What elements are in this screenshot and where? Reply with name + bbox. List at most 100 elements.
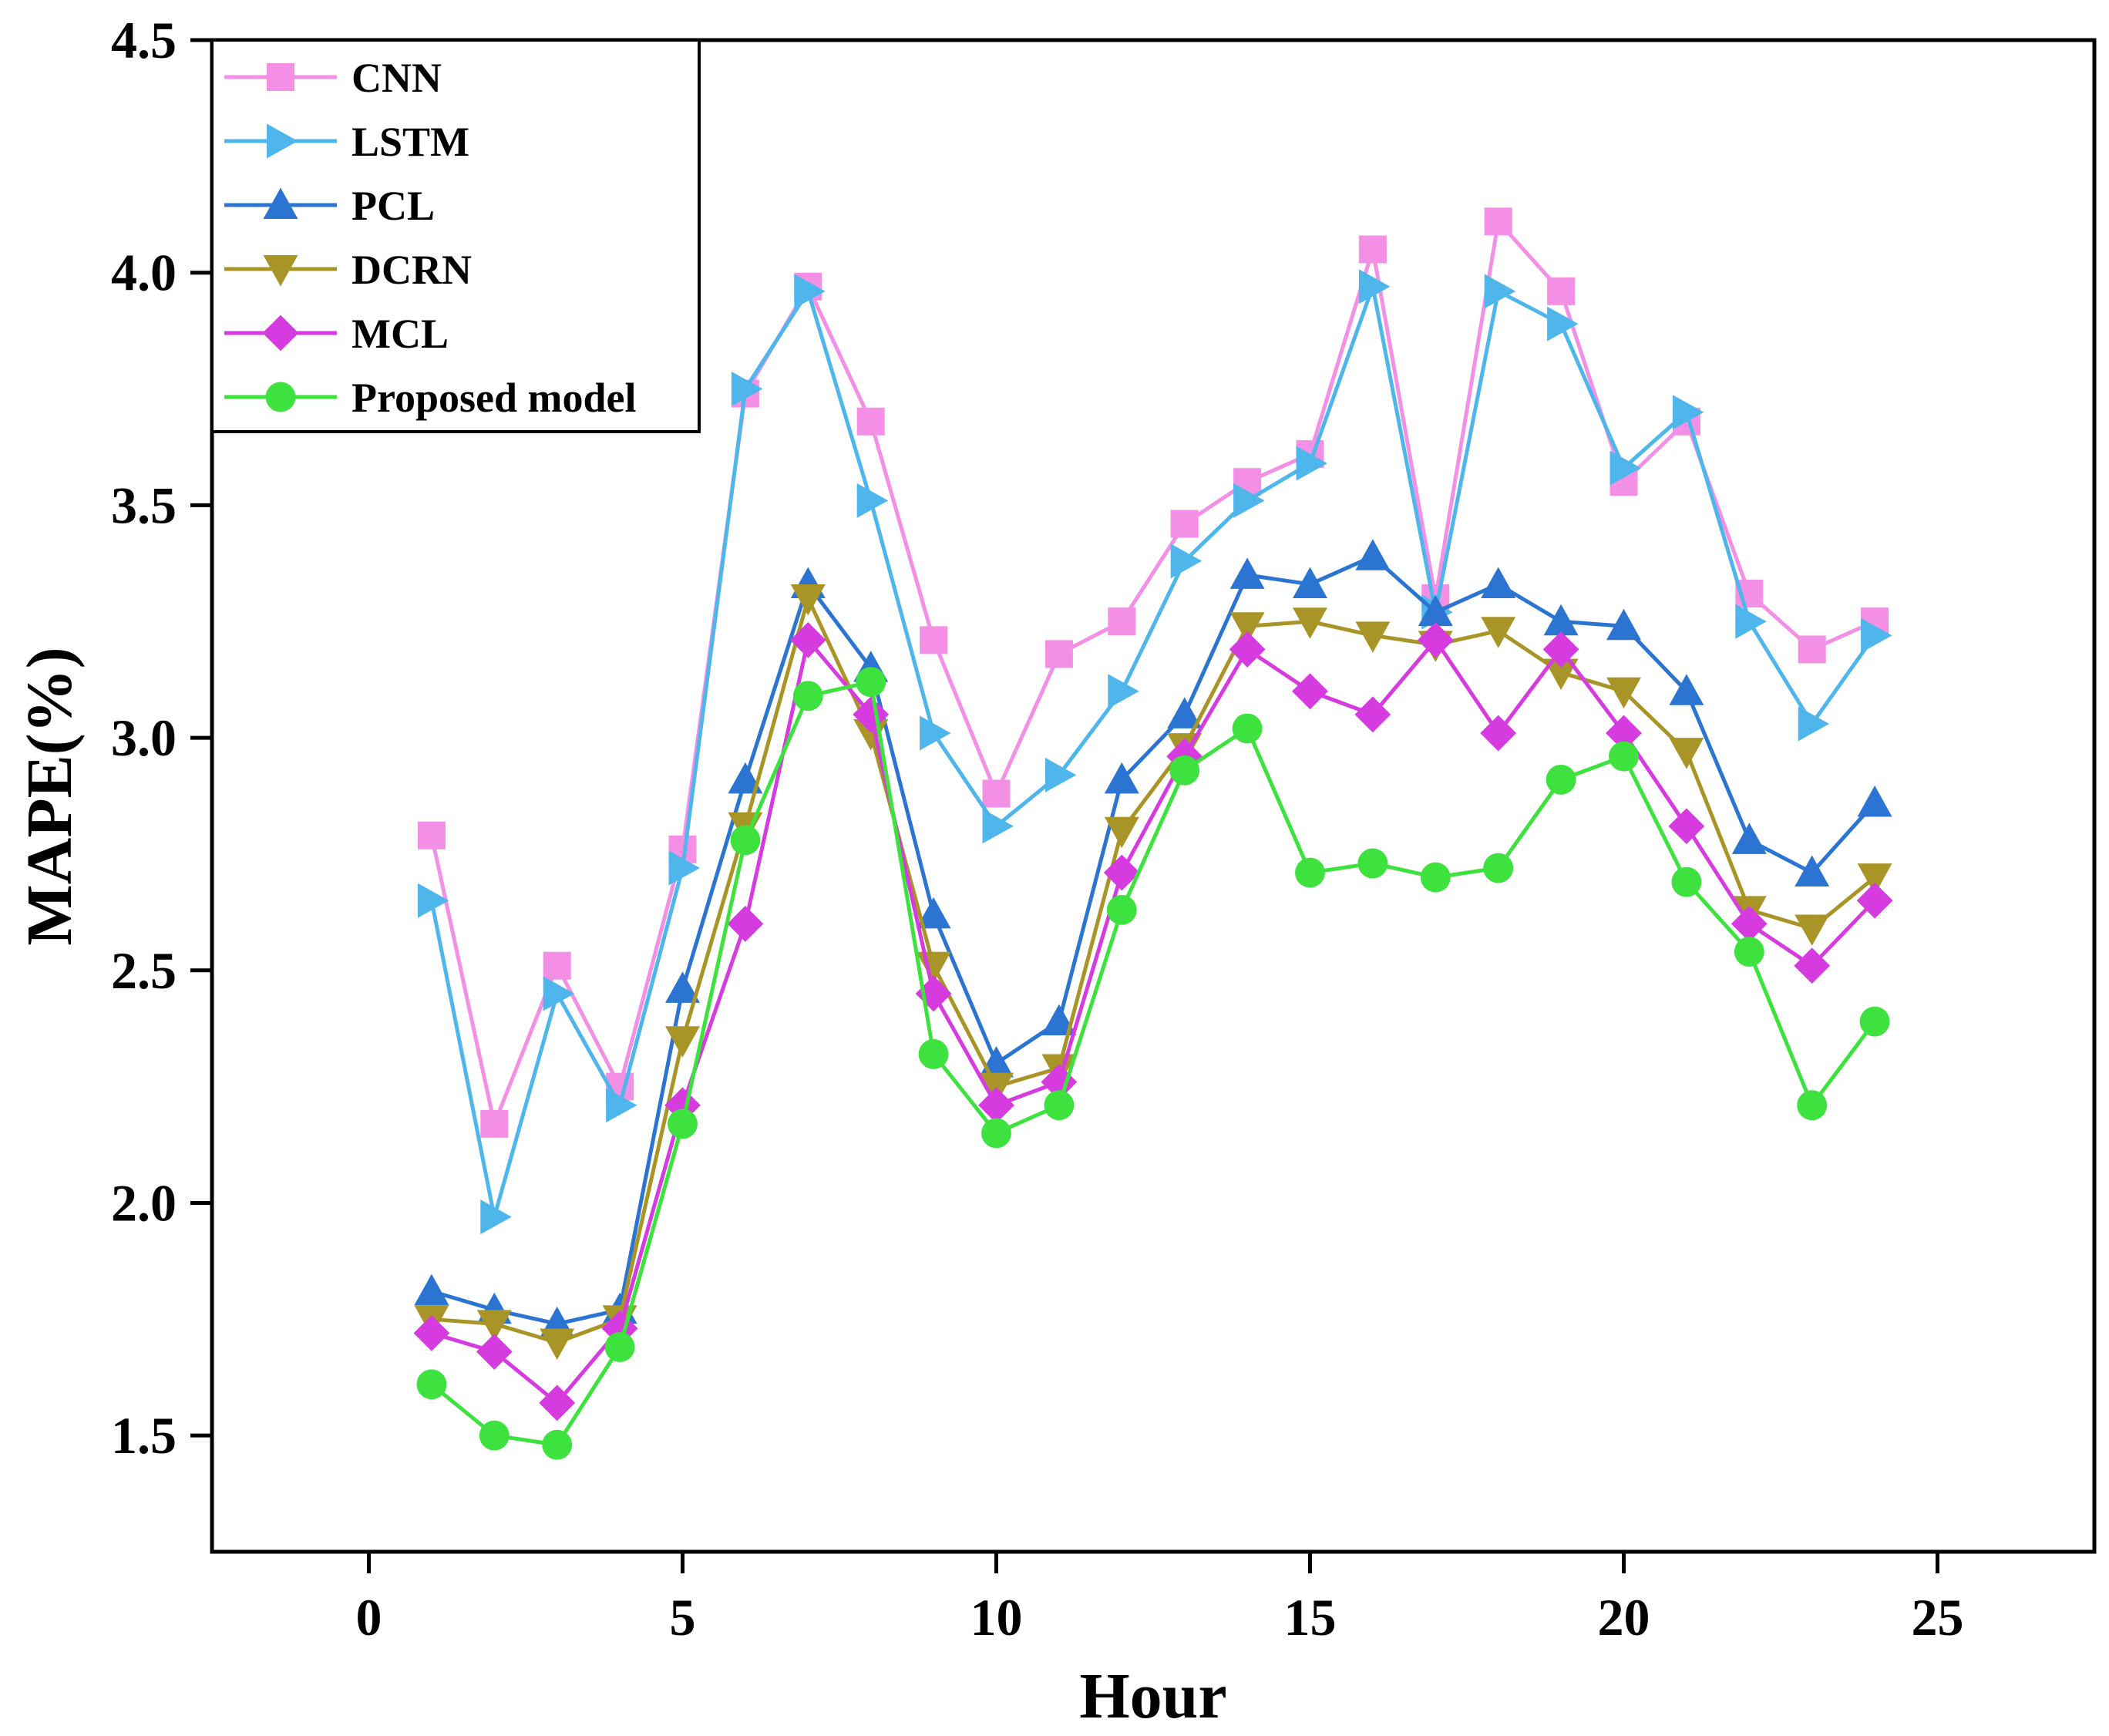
point-pcl-11 bbox=[1041, 1004, 1077, 1036]
point-lstm-14 bbox=[1233, 483, 1265, 518]
point-cnn-3 bbox=[543, 951, 571, 980]
legend-item-pcl: PCL bbox=[224, 183, 435, 229]
point-pcl-19 bbox=[1543, 604, 1579, 636]
legend-item-proposed-model: Proposed model bbox=[224, 375, 637, 421]
y-tick-label-3: 3.0 bbox=[111, 708, 177, 767]
legend-item-lstm: LSTM bbox=[224, 119, 469, 165]
point-proposed-model-16 bbox=[1357, 848, 1388, 879]
point-pcl-20 bbox=[1606, 608, 1641, 641]
legend-marker-mcl bbox=[262, 315, 299, 352]
point-dcrn-7 bbox=[790, 584, 826, 616]
series-line-dcrn bbox=[431, 596, 1876, 1344]
y-tick-label-2-5: 2.5 bbox=[111, 941, 177, 1000]
point-mcl-24 bbox=[1856, 882, 1893, 919]
point-proposed-model-5 bbox=[668, 1109, 698, 1139]
point-pcl-23 bbox=[1794, 855, 1830, 887]
legend-marker-lstm bbox=[267, 123, 298, 159]
legend-marker-pcl bbox=[263, 187, 298, 219]
point-lstm-21 bbox=[1672, 395, 1704, 430]
series-line-lstm bbox=[429, 284, 1877, 1220]
legend-item-dcrn: DCRN bbox=[224, 247, 472, 293]
point-proposed-model-20 bbox=[1609, 741, 1639, 772]
series-lstm bbox=[417, 269, 1892, 1235]
point-pcl-16 bbox=[1355, 539, 1391, 570]
point-mcl-21 bbox=[1668, 808, 1705, 845]
point-lstm-9 bbox=[920, 715, 951, 751]
point-proposed-model-8 bbox=[856, 667, 886, 698]
point-mcl-15 bbox=[1292, 673, 1328, 710]
point-lstm-5 bbox=[668, 850, 700, 886]
y-axis-title: MAPE(%) bbox=[14, 647, 86, 945]
point-mcl-5 bbox=[664, 1087, 701, 1124]
point-lstm-7 bbox=[794, 274, 826, 309]
point-dcrn-18 bbox=[1481, 617, 1516, 648]
point-dcrn-15 bbox=[1293, 607, 1327, 639]
point-lstm-20 bbox=[1610, 450, 1641, 486]
point-proposed-model-10 bbox=[981, 1118, 1011, 1149]
point-proposed-model-1 bbox=[416, 1369, 447, 1400]
legend-marker-proposed-model bbox=[265, 382, 296, 412]
point-proposed-model-24 bbox=[1859, 1006, 1890, 1037]
point-dcrn-2 bbox=[476, 1310, 512, 1341]
series-line-proposed-model bbox=[430, 680, 1877, 1447]
point-pcl-24 bbox=[1857, 786, 1892, 817]
x-tick-label-10: 10 bbox=[970, 1588, 1023, 1647]
point-mcl-17 bbox=[1417, 621, 1454, 658]
point-proposed-model-6 bbox=[730, 825, 761, 856]
point-pcl-1 bbox=[414, 1273, 449, 1306]
point-mcl-20 bbox=[1606, 715, 1642, 752]
legend-label-proposed-model: Proposed model bbox=[352, 375, 637, 421]
point-proposed-model-22 bbox=[1734, 937, 1764, 967]
point-cnn-23 bbox=[1798, 635, 1826, 664]
y-tick-label-1-5: 1.5 bbox=[111, 1406, 177, 1465]
point-lstm-8 bbox=[856, 483, 889, 518]
point-mcl-19 bbox=[1542, 631, 1579, 668]
point-lstm-15 bbox=[1296, 446, 1327, 481]
point-dcrn-21 bbox=[1669, 738, 1704, 769]
point-cnn-1 bbox=[417, 821, 446, 849]
point-pcl-22 bbox=[1731, 823, 1767, 854]
legend-label-lstm: LSTM bbox=[352, 119, 469, 165]
point-proposed-model-15 bbox=[1295, 857, 1325, 888]
y-tick-label-2: 2.0 bbox=[111, 1173, 177, 1232]
point-cnn-13 bbox=[1170, 510, 1199, 538]
point-dcrn-23 bbox=[1794, 914, 1830, 946]
point-proposed-model-19 bbox=[1546, 764, 1576, 795]
legend-marker-dcrn bbox=[263, 255, 298, 287]
point-pcl-15 bbox=[1293, 567, 1327, 598]
legend-item-cnn: CNN bbox=[224, 55, 442, 101]
point-lstm-10 bbox=[982, 809, 1014, 844]
series-layer bbox=[413, 207, 1893, 1460]
point-proposed-model-9 bbox=[918, 1038, 949, 1069]
point-dcrn-5 bbox=[665, 1026, 700, 1058]
point-pcl-13 bbox=[1167, 697, 1202, 728]
legend-item-mcl: MCL bbox=[224, 311, 449, 357]
point-mcl-14 bbox=[1229, 631, 1266, 668]
point-cnn-2 bbox=[480, 1109, 509, 1138]
point-mcl-6 bbox=[727, 906, 764, 942]
point-dcrn-19 bbox=[1543, 658, 1579, 691]
point-lstm-4 bbox=[606, 1088, 637, 1123]
point-pcl-6 bbox=[728, 762, 763, 794]
point-proposed-model-4 bbox=[604, 1332, 635, 1362]
point-proposed-model-2 bbox=[479, 1420, 510, 1451]
point-proposed-model-14 bbox=[1232, 713, 1263, 744]
legend-label-mcl: MCL bbox=[352, 311, 449, 357]
legend-box bbox=[210, 39, 701, 433]
point-mcl-12 bbox=[1103, 854, 1140, 891]
point-mcl-8 bbox=[853, 696, 890, 733]
axis-layer: 0 5 10 15 20 25 1.5 2.0 2.5 3.0 3.5 4.0 4.5 bbox=[111, 11, 1964, 1647]
x-tick-label-0: 0 bbox=[356, 1588, 382, 1647]
point-cnn-8 bbox=[856, 407, 885, 436]
point-proposed-model-7 bbox=[792, 681, 823, 712]
point-lstm-13 bbox=[1170, 543, 1202, 579]
point-lstm-1 bbox=[417, 883, 449, 918]
point-mcl-18 bbox=[1480, 715, 1517, 752]
point-pcl-18 bbox=[1481, 567, 1516, 598]
point-cnn-19 bbox=[1547, 277, 1576, 305]
point-lstm-18 bbox=[1484, 274, 1516, 309]
point-mcl-2 bbox=[476, 1334, 513, 1370]
point-proposed-model-18 bbox=[1483, 853, 1514, 883]
series-mcl bbox=[413, 621, 1893, 1421]
